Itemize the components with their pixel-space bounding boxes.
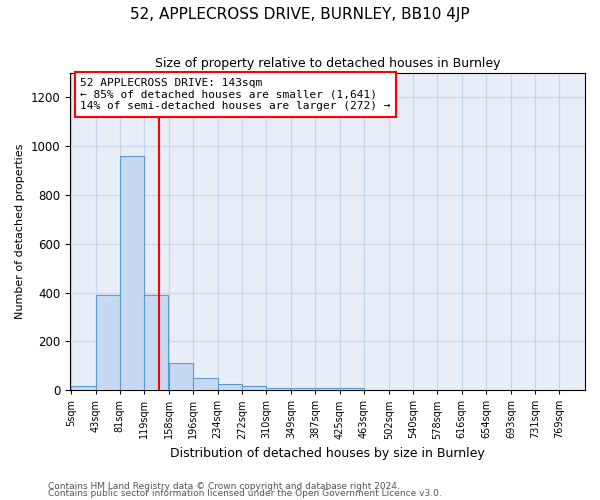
Bar: [95, 295, 120, 390]
X-axis label: Distribution of detached houses by size in Burnley: Distribution of detached houses by size …: [170, 447, 485, 460]
Bar: [218, 384, 242, 390]
Text: Contains HM Land Registry data © Crown copyright and database right 2024.: Contains HM Land Registry data © Crown c…: [48, 482, 400, 491]
Text: Contains public sector information licensed under the Open Government Licence v3: Contains public sector information licen…: [48, 489, 442, 498]
Bar: [266, 388, 290, 390]
Bar: [291, 388, 316, 390]
Bar: [340, 388, 364, 390]
Bar: [144, 295, 169, 390]
Bar: [120, 156, 144, 390]
Y-axis label: Number of detached properties: Number of detached properties: [15, 144, 25, 320]
Bar: [242, 386, 266, 390]
Bar: [169, 364, 193, 390]
Bar: [193, 378, 218, 390]
Title: Size of property relative to detached houses in Burnley: Size of property relative to detached ho…: [155, 58, 500, 70]
Bar: [316, 388, 340, 390]
Text: 52, APPLECROSS DRIVE, BURNLEY, BB10 4JP: 52, APPLECROSS DRIVE, BURNLEY, BB10 4JP: [130, 8, 470, 22]
Text: 52 APPLECROSS DRIVE: 143sqm
← 85% of detached houses are smaller (1,641)
14% of : 52 APPLECROSS DRIVE: 143sqm ← 85% of det…: [80, 78, 391, 111]
Bar: [71, 386, 95, 390]
